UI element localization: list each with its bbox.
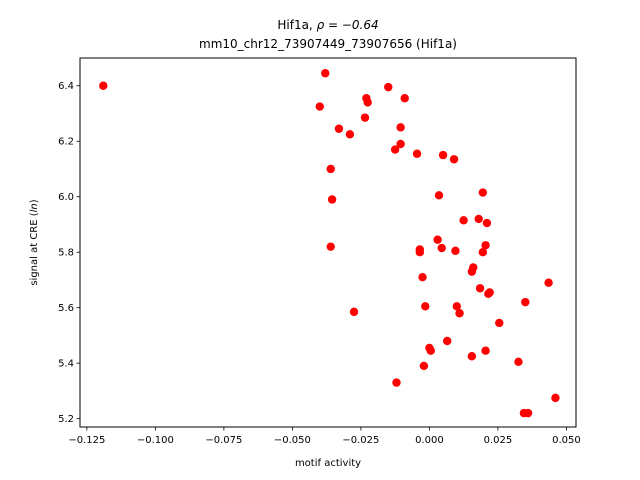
data-point (481, 241, 490, 250)
data-point (415, 248, 424, 257)
y-tick-label: 6.2 (58, 137, 74, 148)
plot-frame (79, 57, 577, 428)
data-point (390, 145, 400, 154)
x-tick-label: −0.050 (274, 435, 311, 446)
data-point (345, 130, 355, 139)
data-point (514, 357, 523, 366)
data-point (544, 278, 553, 287)
data-point (467, 267, 477, 276)
x-tick-label: 0.025 (484, 435, 513, 446)
y-axis-label: signal at CRE (ln) (29, 199, 40, 285)
data-points (99, 69, 560, 418)
data-point (551, 393, 560, 403)
data-point (455, 309, 464, 318)
data-point (478, 188, 488, 197)
data-point (459, 216, 468, 225)
data-point (485, 288, 494, 297)
data-point (396, 139, 405, 149)
data-point (392, 378, 401, 387)
data-point (99, 81, 108, 90)
data-point (419, 361, 429, 371)
x-axis-label: motif activity (295, 458, 361, 469)
data-point (426, 346, 435, 355)
data-point (467, 352, 477, 361)
y-tick-label: 5.8 (58, 248, 74, 259)
data-point (326, 242, 335, 251)
data-point (315, 102, 324, 111)
chart-title-line-2: mm10_chr12_73907449_73907656 (Hif1a) (199, 37, 457, 51)
x-tick-label: −0.075 (205, 435, 242, 446)
data-point (327, 195, 337, 204)
y-tick-label: 6.4 (58, 81, 74, 92)
data-point (321, 69, 330, 78)
data-point (521, 297, 530, 307)
data-point (452, 302, 461, 311)
y-tick-label: 5.4 (58, 359, 74, 370)
data-point (475, 284, 485, 293)
data-point (451, 246, 460, 256)
data-point (433, 235, 442, 244)
y-tick-label: 5.2 (58, 414, 74, 425)
data-point (478, 248, 488, 257)
data-point (437, 243, 446, 253)
data-point (434, 191, 444, 200)
x-tick-label: 0.000 (415, 435, 444, 446)
x-tick-label: −0.025 (342, 435, 379, 446)
data-point (443, 336, 452, 346)
data-point (523, 408, 533, 418)
x-axis-ticks: −0.125 −0.100 −0.075 −0.050 −0.025 0.000 0.025… (68, 427, 581, 446)
x-tick-label: −0.125 (68, 435, 105, 446)
data-point (396, 123, 405, 132)
y-tick-label: 6.0 (58, 192, 74, 203)
data-point (421, 302, 430, 311)
data-point (384, 82, 393, 92)
x-tick-label: 0.050 (552, 435, 581, 446)
data-point (495, 318, 504, 328)
y-tick-label: 5.6 (58, 303, 74, 314)
x-tick-label: −0.100 (137, 435, 174, 446)
data-point (400, 94, 409, 103)
data-point (334, 124, 344, 133)
chart-title-line-1: Hif1a, ρ = −0.64 (277, 18, 378, 32)
data-point (363, 98, 372, 107)
data-point (449, 155, 459, 164)
data-point (481, 346, 490, 355)
data-point (418, 272, 427, 282)
data-point (326, 164, 335, 174)
data-point (482, 218, 492, 228)
data-point (360, 113, 370, 122)
data-point (438, 150, 448, 160)
data-point (412, 149, 422, 158)
data-point (474, 214, 483, 224)
data-point (349, 307, 359, 317)
y-axis-ticks: 5.2 5.4 5.6 5.8 6.0 6.2 6.4 (58, 81, 80, 425)
